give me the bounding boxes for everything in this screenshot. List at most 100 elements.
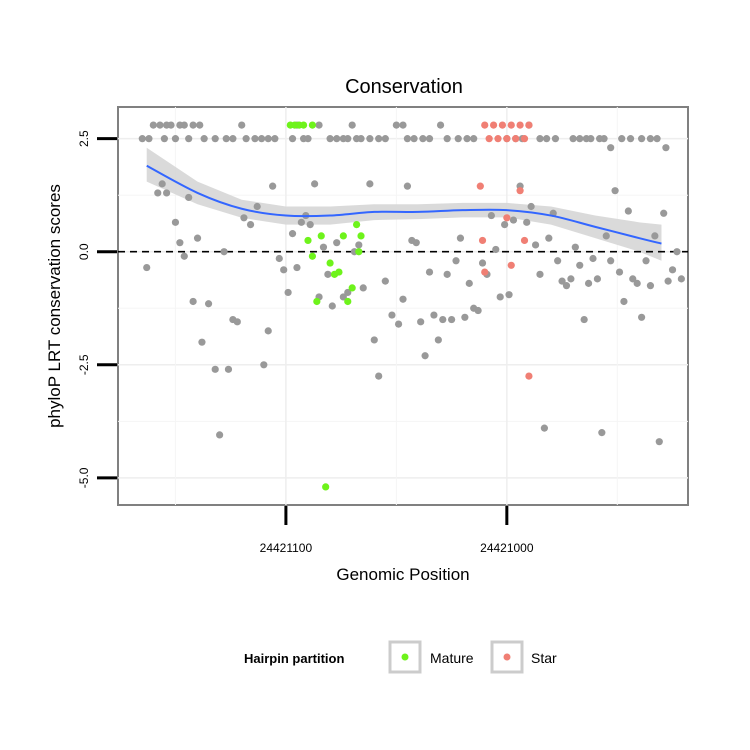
point-other-19 (251, 135, 259, 143)
point-other-40 (403, 135, 412, 143)
point-mature-15 (348, 284, 356, 292)
point-other-62 (607, 144, 615, 152)
point-other-121 (412, 239, 420, 247)
point-other-39 (399, 121, 407, 129)
point-other-155 (567, 275, 575, 283)
point-other-46 (454, 135, 462, 143)
point-other-117 (394, 320, 403, 328)
point-other-136 (478, 259, 487, 267)
point-other-93 (275, 254, 283, 263)
point-other-116 (388, 311, 396, 319)
smooth-line-layer (146, 164, 662, 245)
point-other-139 (492, 245, 500, 254)
point-other-165 (611, 187, 619, 195)
point-other-172 (642, 257, 650, 265)
point-other-171 (638, 313, 646, 321)
point-other-129 (448, 315, 456, 324)
point-other-112 (366, 180, 374, 188)
point-other-45 (443, 135, 451, 143)
point-other-83 (220, 248, 228, 256)
point-other-154 (562, 282, 571, 290)
point-other-111 (359, 284, 367, 292)
plot-panel (117, 106, 689, 506)
legend-label-star: Star (531, 650, 557, 666)
point-star-14 (503, 214, 511, 222)
point-other-143 (509, 216, 518, 224)
point-mature-13 (339, 232, 347, 240)
point-other-13 (200, 135, 208, 143)
point-other-170 (633, 279, 641, 287)
point-other-35 (366, 135, 374, 143)
point-other-73 (171, 218, 180, 226)
point-other-82 (216, 431, 224, 439)
point-other-34 (357, 135, 365, 143)
point-other-174 (651, 232, 659, 240)
point-other-130 (452, 257, 460, 265)
point-other-114 (375, 372, 383, 380)
point-other-95 (284, 288, 292, 297)
point-other-1 (145, 135, 153, 143)
point-other-56 (569, 135, 577, 143)
point-other-142 (505, 291, 513, 299)
y-tick-label-0: 2.5 (77, 130, 91, 147)
point-other-22 (271, 135, 279, 143)
point-other-175 (655, 438, 663, 446)
point-other-31 (344, 135, 352, 143)
point-star-18 (525, 372, 533, 380)
point-star-13 (481, 268, 489, 276)
legend: Hairpin partition Mature Star (244, 640, 557, 674)
point-star-1 (485, 135, 493, 143)
point-mature-12 (335, 268, 343, 276)
point-other-14 (211, 135, 219, 143)
point-other-74 (176, 239, 184, 247)
point-other-23 (288, 135, 297, 143)
point-other-126 (434, 336, 442, 344)
y-tick-label-1: 0.0 (77, 243, 91, 260)
point-other-6 (167, 121, 175, 129)
point-other-145 (523, 218, 531, 226)
point-other-91 (264, 327, 272, 335)
point-star-16 (516, 187, 524, 195)
point-star-0 (481, 121, 489, 129)
point-other-89 (253, 202, 261, 211)
point-mature-4 (308, 121, 317, 129)
point-other-67 (653, 135, 661, 143)
point-star-2 (489, 121, 498, 129)
point-other-0 (138, 135, 146, 143)
point-other-36 (375, 135, 383, 143)
point-other-69 (143, 263, 151, 272)
point-other-81 (211, 365, 219, 373)
point-other-88 (246, 220, 255, 229)
x-axis-title: Genomic Position (336, 565, 469, 584)
y-tick-label-2: -2.5 (77, 354, 91, 375)
y-axis-title: phyloP LRT conservation scores (45, 184, 64, 428)
point-other-75 (180, 252, 188, 260)
point-other-37 (381, 135, 389, 143)
point-other-12 (196, 121, 204, 129)
point-other-118 (399, 295, 407, 303)
point-other-104 (324, 270, 332, 278)
point-other-59 (587, 135, 595, 143)
point-other-77 (189, 297, 197, 306)
point-other-133 (465, 279, 473, 287)
point-other-18 (242, 135, 250, 143)
point-other-43 (425, 135, 434, 143)
point-other-119 (403, 182, 412, 190)
point-other-48 (470, 135, 478, 143)
point-other-125 (430, 311, 438, 319)
point-other-101 (311, 180, 319, 188)
point-other-29 (333, 135, 341, 143)
y-tick-label-3: -5.0 (77, 467, 91, 488)
point-other-160 (589, 254, 597, 263)
legend-title: Hairpin partition (244, 651, 344, 666)
legend-label-mature: Mature (430, 650, 474, 666)
legend-swatch-mature (401, 653, 409, 661)
point-other-55 (551, 135, 560, 143)
point-other-90 (260, 361, 268, 369)
point-other-132 (461, 313, 469, 321)
point-other-16 (229, 135, 237, 143)
point-other-42 (419, 135, 427, 143)
point-other-27 (315, 121, 323, 129)
point-other-44 (436, 121, 445, 129)
point-other-64 (626, 135, 635, 143)
